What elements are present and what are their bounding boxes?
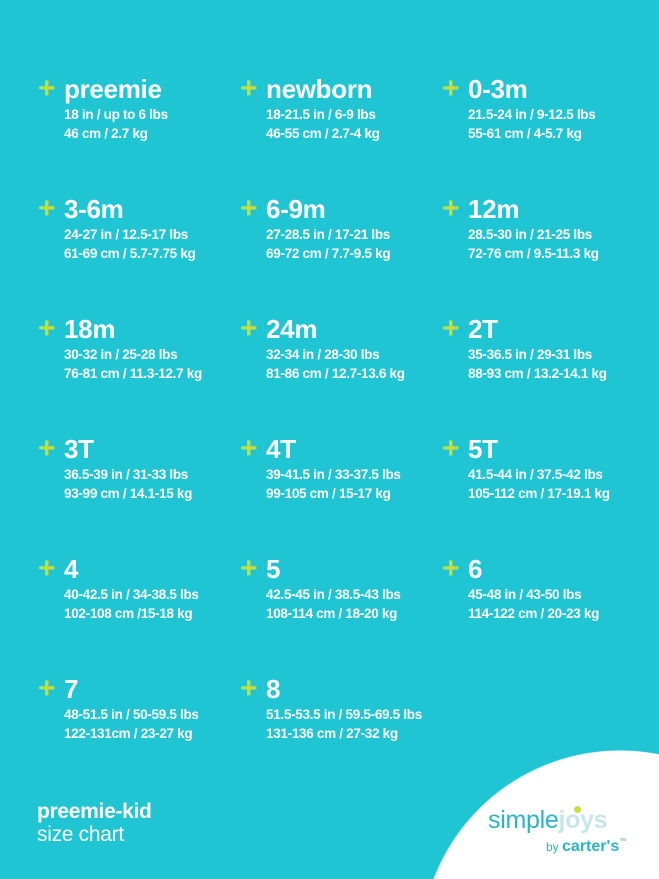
size-label: 4T (266, 434, 296, 464)
plus-icon: + (240, 192, 258, 225)
size-label: 5T (468, 434, 498, 464)
size-imperial: 36.5-39 in / 31-33 lbs (64, 467, 188, 482)
size-imperial: 40-42.5 in / 34-38.5 lbs (64, 587, 199, 602)
plus-icon: + (38, 72, 56, 105)
size-metric: 105-112 cm / 17-19.1 kg (468, 486, 610, 501)
size-metric: 46-55 cm / 2.7-4 kg (266, 126, 380, 141)
plus-icon: + (38, 552, 56, 585)
plus-icon: + (442, 312, 460, 345)
size-imperial: 18 in / up to 6 lbs (64, 107, 168, 122)
chart-title: preemie-kid size chart (37, 800, 152, 846)
logo-by-carters: by carter's™ (546, 838, 626, 856)
plus-icon: + (442, 552, 460, 585)
size-metric: 108-114 cm / 18-20 kg (266, 606, 398, 621)
plus-icon: + (240, 312, 258, 345)
plus-icon: + (240, 552, 258, 585)
logo-by: by (546, 840, 559, 854)
logo-dot-icon (574, 806, 581, 813)
size-label: 0-3m (468, 74, 528, 104)
size-metric: 131-136 cm / 27-32 kg (266, 726, 398, 741)
plus-icon: + (240, 432, 258, 465)
plus-icon: + (38, 312, 56, 345)
size-label: 24m (266, 314, 318, 344)
size-imperial: 48-51.5 in / 50-59.5 lbs (64, 707, 199, 722)
size-metric: 88-93 cm / 13.2-14.1 kg (468, 366, 607, 381)
size-label: 7 (64, 674, 79, 704)
plus-icon: + (38, 432, 56, 465)
size-label: 3T (64, 434, 94, 464)
size-label: 5 (266, 554, 281, 584)
size-label: 6-9m (266, 194, 326, 224)
logo-simple: simple (488, 806, 559, 834)
size-label: 4 (64, 554, 79, 584)
size-imperial: 18-21.5 in / 6-9 lbs (266, 107, 376, 122)
plus-icon: + (38, 192, 56, 225)
size-label: 6 (468, 554, 483, 584)
footer-line2: size chart (37, 823, 124, 846)
size-metric: 61-69 cm / 5.7-7.75 kg (64, 246, 196, 261)
plus-icon: + (442, 432, 460, 465)
logo-tm: ™ (619, 838, 627, 845)
size-metric: 99-105 cm / 15-17 kg (266, 486, 391, 501)
size-label: preemie (64, 74, 162, 104)
size-metric: 69-72 cm / 7.7-9.5 kg (266, 246, 391, 261)
plus-icon: + (442, 192, 460, 225)
size-metric: 76-81 cm / 11.3-12.7 kg (64, 366, 202, 381)
size-imperial: 27-28.5 in / 17-21 lbs (266, 227, 390, 242)
size-metric: 81-86 cm / 12.7-13.6 kg (266, 366, 405, 381)
brand-logo: simplejoys by carter's™ (488, 806, 648, 855)
size-metric: 93-99 cm / 14.1-15 kg (64, 486, 193, 501)
plus-icon: + (240, 672, 258, 705)
size-metric: 46 cm / 2.7 kg (64, 126, 148, 141)
size-imperial: 51.5-53.5 in / 59.5-69.5 lbs (266, 707, 422, 722)
size-imperial: 39-41.5 in / 33-37.5 lbs (266, 467, 401, 482)
size-label: 8 (266, 674, 281, 704)
size-label: newborn (266, 74, 373, 104)
size-imperial: 41.5-44 in / 37.5-42 lbs (468, 467, 603, 482)
plus-icon: + (38, 672, 56, 705)
size-label: 3-6m (64, 194, 124, 224)
size-imperial: 21.5-24 in / 9-12.5 lbs (468, 107, 596, 122)
plus-icon: + (442, 72, 460, 105)
logo-carters: carter's (562, 838, 620, 855)
size-label: 18m (64, 314, 116, 344)
logo-background (420, 750, 659, 879)
size-imperial: 35-36.5 in / 29-31 lbs (468, 347, 592, 362)
plus-icon: + (240, 72, 258, 105)
logo-joys: joys (558, 806, 608, 834)
size-metric: 122-131cm / 23-27 kg (64, 726, 193, 741)
size-label: 2T (468, 314, 498, 344)
size-imperial: 45-48 in / 43-50 lbs (468, 587, 582, 602)
size-label: 12m (468, 194, 520, 224)
size-metric: 114-122 cm / 20-23 kg (468, 606, 600, 621)
size-imperial: 30-32 in / 25-28 lbs (64, 347, 178, 362)
size-metric: 55-61 cm / 4-5.7 kg (468, 126, 582, 141)
size-metric: 72-76 cm / 9.5-11.3 kg (468, 246, 599, 261)
size-metric: 102-108 cm /15-18 kg (64, 606, 193, 621)
size-imperial: 28.5-30 in / 21-25 lbs (468, 227, 592, 242)
footer-line1: preemie-kid (37, 800, 152, 823)
size-imperial: 24-27 in / 12.5-17 lbs (64, 227, 188, 242)
size-imperial: 42.5-45 in / 38.5-43 lbs (266, 587, 401, 602)
size-imperial: 32-34 in / 28-30 lbs (266, 347, 380, 362)
